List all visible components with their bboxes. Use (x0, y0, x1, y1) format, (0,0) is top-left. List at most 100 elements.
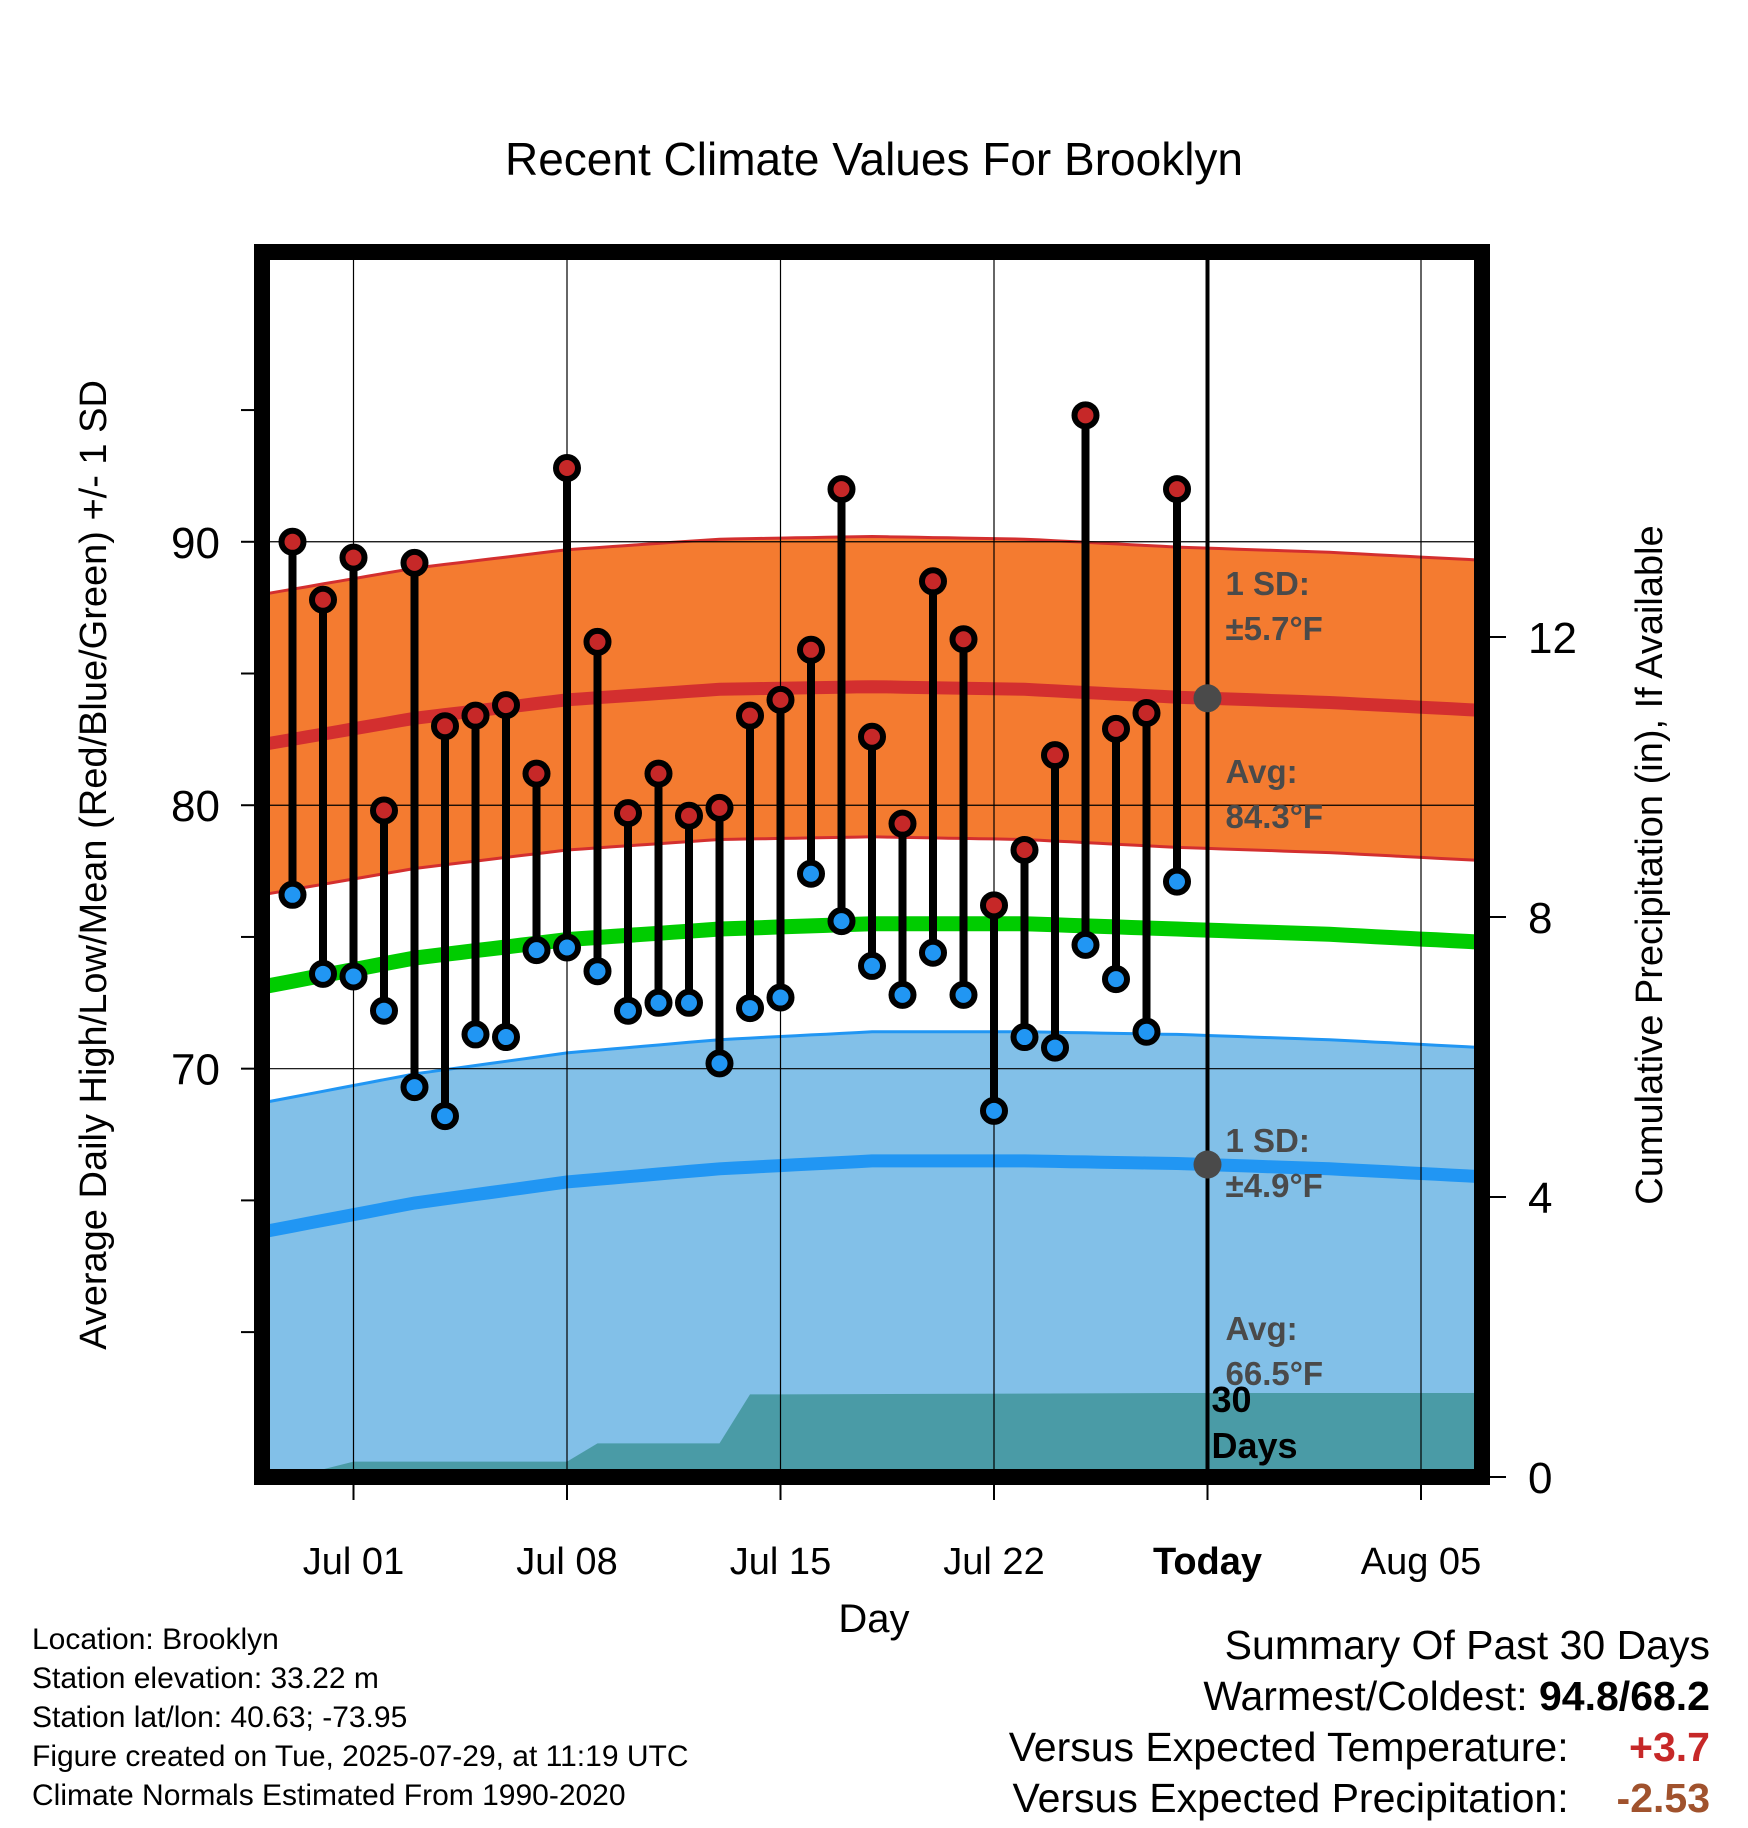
daily-low-point (888, 980, 917, 1009)
daily-high-point (1071, 401, 1100, 430)
daily-high-point (492, 691, 520, 720)
daily-high-point (1010, 836, 1039, 865)
daily-high-point (431, 712, 459, 741)
daily-high-point (370, 796, 398, 825)
location-text: Location: Brooklyn (32, 1623, 279, 1656)
today-low-marker (1193, 1150, 1222, 1179)
low-avg-value: 66.5°F (1226, 1355, 1324, 1392)
daily-low-point (919, 938, 947, 967)
daily-high-point (766, 685, 795, 714)
plot-frame (254, 244, 1490, 1485)
x-tick-label: Jul 22 (943, 1541, 1044, 1583)
y-tick-label-left: 80 (171, 782, 220, 831)
daily-high-point (919, 567, 947, 596)
daily-low-point (1041, 1033, 1069, 1062)
daily-low-point (675, 988, 703, 1017)
high-sd-upper-line (262, 534, 1482, 596)
daily-low-point (583, 957, 612, 986)
x-tick-label: Jul 08 (516, 1541, 617, 1583)
days-label-number: 30 (1212, 1379, 1252, 1420)
daily-high-point (522, 759, 551, 788)
daily-low-point (949, 980, 978, 1009)
daily-high-point (949, 625, 978, 654)
summary-panel: Summary Of Past 30 Days Warmest/Coldest:… (1009, 1620, 1710, 1824)
y-tick-label-right: 12 (1528, 614, 1577, 663)
y-tick-label-left: 70 (171, 1046, 220, 1095)
daily-high-point (827, 475, 856, 504)
y-tick-label-right: 0 (1528, 1454, 1552, 1503)
days-label-word: Days (1212, 1425, 1298, 1466)
daily-high-point (797, 635, 825, 664)
precip-value: -2.53 (1616, 1775, 1710, 1821)
today-high-marker (1193, 684, 1222, 713)
daily-low-point (797, 859, 825, 888)
normals-text: Climate Normals Estimated From 1990-2020 (32, 1779, 626, 1812)
daily-low-point (766, 983, 795, 1012)
daily-low-point (461, 1020, 490, 1049)
daily-high-point (736, 701, 764, 730)
daily-low-point (858, 951, 886, 980)
plot-clip-group (262, 252, 1482, 1477)
daily-high-point (583, 627, 612, 656)
precip-area (292, 1393, 1482, 1477)
latlon-text: Station lat/lon: 40.63; -73.95 (32, 1701, 408, 1734)
daily-low-point (1071, 930, 1100, 959)
y-tick-label-left: 90 (171, 519, 220, 568)
x-tick-label: Jul 15 (730, 1541, 831, 1583)
station-info: Location: Brooklyn Station elevation: 33… (32, 1620, 689, 1815)
x-tick-label: Jul 01 (303, 1541, 404, 1583)
low-avg-label: Avg: (1226, 1310, 1298, 1347)
y-tick-label-right: 4 (1528, 1174, 1552, 1223)
daily-high-point (675, 801, 703, 830)
daily-high-point (888, 809, 917, 838)
precip-label: Versus Expected Precipitation: (1012, 1775, 1569, 1821)
daily-high-point (278, 527, 307, 556)
daily-high-point (1102, 714, 1130, 743)
daily-high-point (1132, 699, 1161, 728)
daily-high-point (1163, 475, 1191, 504)
plot-area: 1 SD: ±5.7°F Avg: 84.3°F 1 SD: ±4.9°F Avg: 66.5… (171, 244, 1577, 1583)
x-tick-label: Today (1153, 1541, 1262, 1583)
daily-low-point (553, 933, 581, 962)
daily-low-point (1163, 867, 1191, 896)
x-axis-label: Day (838, 1597, 909, 1641)
high-avg-label: Avg: (1226, 753, 1298, 790)
temp-value: +3.7 (1629, 1724, 1710, 1770)
daily-low-point (339, 962, 368, 991)
daily-high-point (644, 759, 673, 788)
daily-low-point (370, 996, 398, 1025)
x-tick-label: Aug 05 (1361, 1541, 1481, 1583)
high-avg-value: 84.3°F (1226, 798, 1324, 835)
daily-low-point (736, 994, 764, 1023)
daily-low-point (1010, 1023, 1039, 1052)
daily-low-point (614, 996, 642, 1025)
daily-low-point (644, 988, 673, 1017)
daily-high-point (400, 548, 429, 577)
warm-cold-value: 94.8/68.2 (1539, 1673, 1710, 1719)
daily-low-point (705, 1049, 734, 1078)
daily-high-point (614, 799, 642, 828)
daily-high-point (339, 543, 368, 572)
daily-low-point (309, 959, 337, 988)
high-sd-label: 1 SD: (1226, 565, 1310, 602)
daily-low-point (1132, 1017, 1161, 1046)
low-sd-value: ±4.9°F (1226, 1167, 1323, 1204)
daily-high-point (461, 701, 490, 730)
daily-high-point (858, 722, 886, 751)
daily-low-point (980, 1096, 1008, 1125)
y-axis-label-left: Average Daily High/Low/Mean (Red/Blue/Gr… (73, 380, 115, 1350)
high-sd-value: ±5.7°F (1226, 610, 1323, 647)
daily-high-point (309, 585, 337, 614)
daily-low-point (827, 907, 856, 936)
chart-title: Recent Climate Values For Brooklyn (505, 133, 1243, 185)
daily-high-point (553, 454, 581, 483)
created-text: Figure created on Tue, 2025-07-29, at 11… (32, 1740, 689, 1773)
daily-high-point (1041, 741, 1069, 770)
daily-high-point (980, 891, 1008, 920)
daily-low-point (1102, 965, 1130, 994)
y-tick-label-right: 8 (1528, 894, 1552, 943)
temp-label: Versus Expected Temperature: (1008, 1724, 1569, 1770)
summary-heading: Summary Of Past 30 Days (1224, 1622, 1710, 1668)
daily-low-point (431, 1102, 459, 1131)
